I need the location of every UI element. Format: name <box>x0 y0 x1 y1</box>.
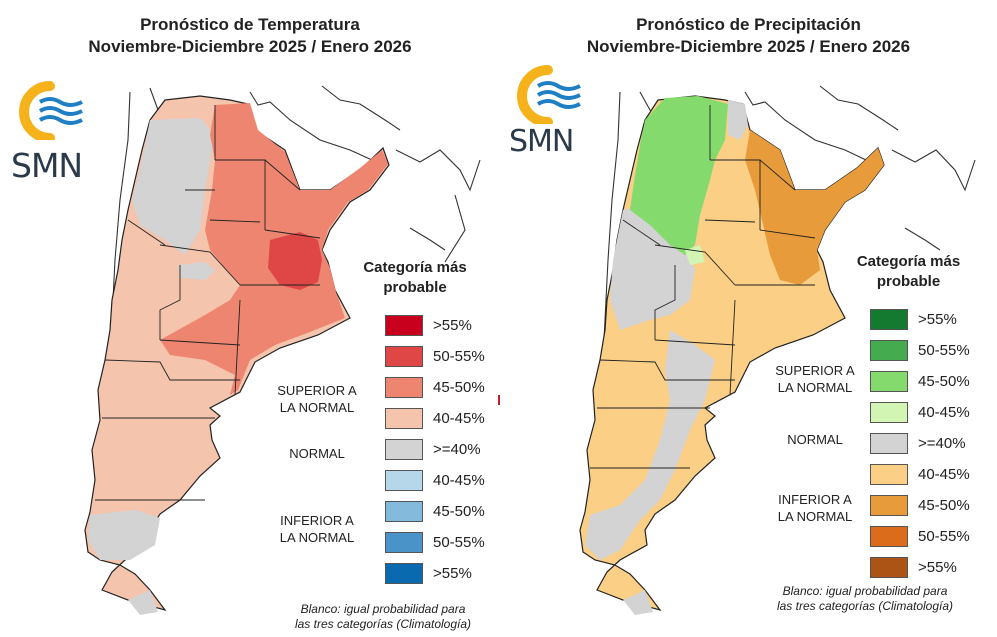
temperature-title: Pronóstico de Temperatura Noviembre-Dici… <box>40 14 460 58</box>
smn-logo-icon <box>517 65 581 124</box>
legend-label: >=40% <box>918 435 966 452</box>
legend-title-line-2: probable <box>383 279 447 296</box>
legend-label: 45-50% <box>433 379 485 396</box>
legend-swatch <box>385 563 423 584</box>
legend-label: 50-55% <box>433 534 485 551</box>
legend-swatch <box>870 495 908 516</box>
precipitation-map <box>579 85 976 615</box>
legend-title: Categoría más probable <box>846 252 971 292</box>
note-line-1: Blanco: igual probabilidad para <box>300 602 466 616</box>
note-line-2: las tres categorías (Climatología) <box>776 599 954 613</box>
legend-label: 45-50% <box>433 503 485 520</box>
climatology-note: Blanco: igual probabilidad para las tres… <box>750 584 980 614</box>
legend-swatch <box>385 470 423 491</box>
category-inferior-line-1: INFERIOR A <box>778 492 852 507</box>
legend-swatch <box>385 377 423 398</box>
climatology-note: Blanco: igual probabilidad para las tres… <box>268 602 498 632</box>
legend-swatch <box>870 464 908 485</box>
category-superior: SUPERIOR A LA NORMAL <box>262 382 372 416</box>
category-inferior-line-2: LA NORMAL <box>279 530 355 545</box>
above-normal-50-55 <box>268 232 322 290</box>
legend-label: 40-45% <box>918 466 970 483</box>
smn-logo-text: SMN <box>509 124 574 159</box>
category-inferior-line-1: INFERIOR A <box>280 513 354 528</box>
legend-swatch <box>870 340 908 361</box>
legend-label: 50-55% <box>918 342 970 359</box>
note-line-2: las tres categorías (Climatología) <box>294 617 472 631</box>
category-inferior-line-2: LA NORMAL <box>777 509 853 524</box>
legend-label: >55% <box>433 565 472 582</box>
legend-swatch <box>870 309 908 330</box>
province-borders <box>590 105 816 469</box>
legend-label: 45-50% <box>918 497 970 514</box>
province-borders <box>95 105 321 501</box>
legend-swatch <box>385 501 423 522</box>
legend-label: >55% <box>918 311 957 328</box>
smn-logo-icon <box>19 81 83 140</box>
precipitation-title: Pronóstico de Precipitación Noviembre-Di… <box>540 14 957 58</box>
title-line-1: Pronóstico de Precipitación <box>636 15 861 34</box>
category-superior-line-1: SUPERIOR A <box>775 363 855 378</box>
legend-label: 50-55% <box>433 348 485 365</box>
category-superior: SUPERIOR A LA NORMAL <box>760 362 870 396</box>
legend-label: >55% <box>433 317 472 334</box>
neighbor-borders <box>109 85 481 381</box>
legend-swatch <box>870 371 908 392</box>
category-normal: NORMAL <box>289 446 345 461</box>
title-line-2: Noviembre-Diciembre 2025 / Enero 2026 <box>586 37 911 56</box>
category-inferior: INFERIOR A LA NORMAL <box>262 512 372 546</box>
legend-swatch <box>870 433 908 454</box>
legend-label: >=40% <box>433 441 481 458</box>
category-inferior: INFERIOR A LA NORMAL <box>760 491 870 525</box>
title-line-1: Pronóstico de Temperatura <box>140 15 360 34</box>
legend-swatch <box>870 557 908 578</box>
legend-label: 40-45% <box>433 472 485 489</box>
category-superior-line-1: SUPERIOR A <box>277 383 357 398</box>
neutral-regions <box>88 118 215 615</box>
temperature-panel: Pronóstico de Temperatura Noviembre-Dici… <box>11 14 500 632</box>
above-normal-45-50 <box>630 96 728 255</box>
category-superior-line-2: LA NORMAL <box>279 400 355 415</box>
legend-label: 40-45% <box>918 404 970 421</box>
legend-swatch <box>870 402 908 423</box>
legend-label: 50-55% <box>918 528 970 545</box>
category-superior-line-2: LA NORMAL <box>777 380 853 395</box>
title-line-2: Noviembre-Diciembre 2025 / Enero 2026 <box>88 37 412 56</box>
legend-title-line-1: Categoría más <box>856 253 961 270</box>
note-line-1: Blanco: igual probabilidad para <box>782 584 948 598</box>
legend-swatch <box>385 439 423 460</box>
legend-swatch <box>385 346 423 367</box>
legend-label: >55% <box>918 559 957 576</box>
legend-swatch <box>870 526 908 547</box>
legend-title-line-2: probable <box>876 273 941 290</box>
legend-label: 40-45% <box>433 410 485 427</box>
legend-swatch <box>385 532 423 553</box>
panel-divider <box>498 395 500 405</box>
category-normal: NORMAL <box>787 432 843 447</box>
precipitation-panel: Pronóstico de Precipitación Noviembre-Di… <box>500 0 997 637</box>
legend-swatch <box>385 408 423 429</box>
below-normal-45-50 <box>745 130 884 285</box>
legend-swatch <box>385 315 423 336</box>
smn-logo-text: SMN <box>11 146 83 185</box>
temperature-map <box>84 85 481 615</box>
legend-label: 45-50% <box>918 373 970 390</box>
legend-title-line-1: Categoría más <box>363 259 467 276</box>
legend-title: Categoría más probable <box>355 258 475 298</box>
